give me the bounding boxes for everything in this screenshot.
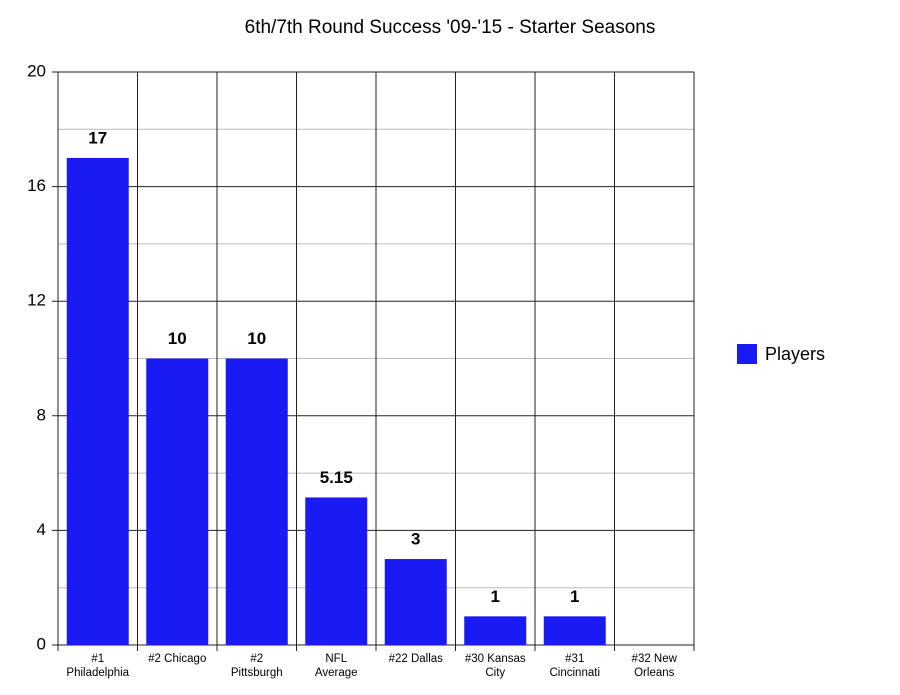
chart-title: 6th/7th Round Success '09-'15 - Starter … — [245, 17, 656, 38]
y-tick-label: 0 — [37, 634, 46, 653]
legend-swatch — [737, 344, 757, 364]
value-label: 3 — [411, 530, 420, 549]
value-label: 5.15 — [320, 468, 353, 487]
x-tick-label: #22 Dallas — [388, 653, 443, 665]
x-tick-label: #32 New Orleans — [631, 653, 677, 679]
y-tick-label: 4 — [37, 520, 46, 539]
value-label: 10 — [247, 329, 266, 348]
bar — [384, 559, 447, 645]
x-tick-label: NFL Average — [314, 653, 358, 679]
bar — [225, 358, 288, 645]
bar — [66, 157, 129, 645]
x-tick-label: #2 Pittsburgh — [230, 653, 283, 679]
legend-label: Players — [765, 344, 825, 364]
bar — [305, 497, 368, 645]
x-tick-label: #31 Cincinnati — [549, 653, 601, 679]
value-label: 1 — [570, 587, 579, 606]
y-tick-label: 8 — [37, 405, 46, 424]
x-tick-label: #30 Kansas City — [464, 653, 526, 679]
x-tick-label: #2 Chicago — [148, 653, 207, 665]
y-tick-label: 20 — [27, 61, 46, 80]
bar — [543, 616, 606, 645]
bar — [464, 616, 527, 645]
x-tick-label: #1 Philadelphia — [66, 653, 130, 679]
value-label: 17 — [88, 128, 107, 147]
y-tick-label: 12 — [27, 291, 46, 310]
y-tick-label: 16 — [27, 176, 46, 195]
value-label: 10 — [168, 329, 187, 348]
bar — [146, 358, 209, 645]
value-label: 1 — [491, 587, 500, 606]
